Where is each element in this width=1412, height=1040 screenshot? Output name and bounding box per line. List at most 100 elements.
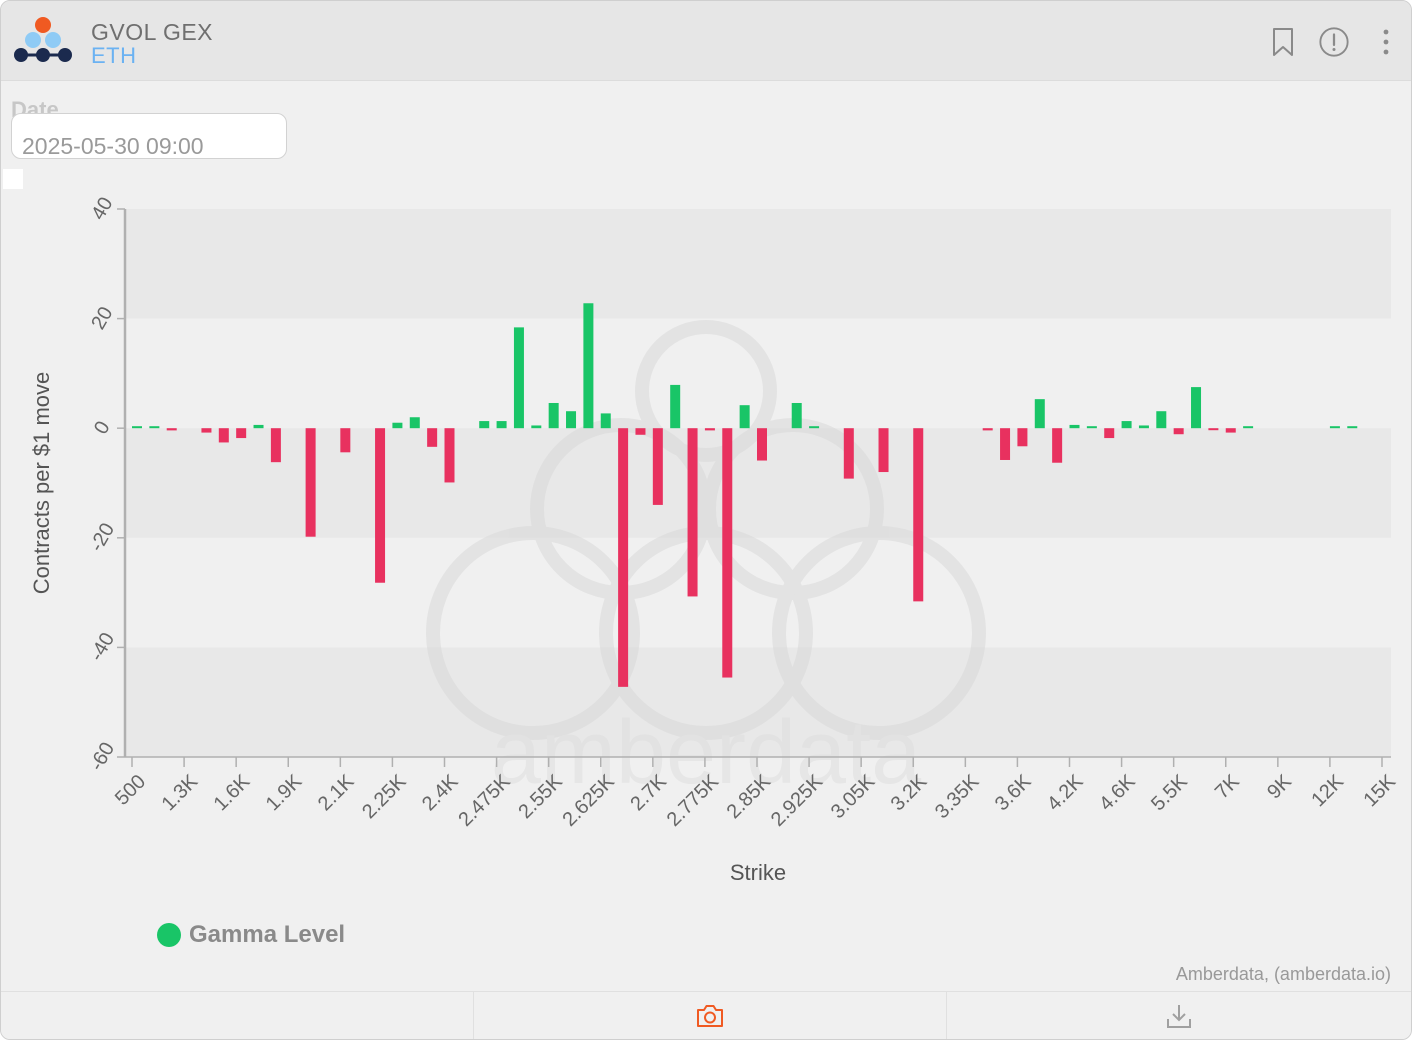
gamma-bar[interactable] bbox=[1173, 428, 1184, 435]
bookmark-button[interactable] bbox=[1267, 25, 1299, 59]
gamma-bar[interactable] bbox=[409, 417, 420, 429]
gamma-bar[interactable] bbox=[270, 428, 281, 463]
gamma-bar[interactable] bbox=[201, 428, 212, 433]
gamma-bar[interactable] bbox=[496, 421, 507, 429]
collapse-toggle[interactable] bbox=[3, 169, 23, 189]
asset-label: ETH bbox=[91, 43, 137, 68]
gamma-bar[interactable] bbox=[982, 428, 993, 431]
y-tick-label: 20 bbox=[87, 303, 117, 333]
gamma-bar[interactable] bbox=[1208, 428, 1219, 431]
gamma-bar[interactable] bbox=[427, 428, 438, 447]
x-tick-label: 2.25K bbox=[358, 770, 411, 823]
gamma-bar[interactable] bbox=[479, 421, 490, 429]
y-tick-label: -20 bbox=[86, 519, 120, 555]
gamma-bar[interactable] bbox=[566, 411, 577, 429]
gamma-bar[interactable] bbox=[444, 428, 455, 483]
watermark-text: amberdata bbox=[491, 703, 922, 803]
x-tick-label: 9K bbox=[1263, 770, 1296, 803]
gamma-bar[interactable] bbox=[704, 428, 715, 431]
gamma-bar[interactable] bbox=[1138, 425, 1149, 429]
gamma-bar[interactable] bbox=[218, 428, 229, 443]
date-input[interactable] bbox=[11, 113, 287, 159]
gamma-bar[interactable] bbox=[1086, 426, 1097, 429]
gamma-bar[interactable] bbox=[1156, 411, 1167, 429]
gamma-bar[interactable] bbox=[531, 425, 542, 429]
gamma-bar[interactable] bbox=[1347, 426, 1358, 429]
y-tick-label: 40 bbox=[87, 194, 117, 224]
gamma-bar[interactable] bbox=[757, 428, 767, 461]
gamma-bar[interactable] bbox=[1052, 428, 1063, 463]
gamma-bar[interactable] bbox=[670, 384, 681, 429]
x-tick-label: 7K bbox=[1211, 770, 1244, 803]
chart-credits[interactable]: Amberdata, (amberdata.io) bbox=[1175, 964, 1391, 984]
watermark-logo-icon: amberdata bbox=[426, 320, 986, 803]
gamma-bar[interactable] bbox=[340, 428, 351, 453]
footer-toolbar bbox=[1, 991, 1411, 1039]
gamma-bar[interactable] bbox=[1069, 424, 1080, 429]
x-tick-label: 4.2K bbox=[1043, 770, 1088, 815]
x-axis-label: Strike bbox=[730, 860, 786, 885]
x-tick-label: 4.6K bbox=[1095, 770, 1140, 815]
x-tick-label: 1.3K bbox=[158, 770, 203, 815]
gamma-bar[interactable] bbox=[392, 422, 403, 429]
gamma-bar[interactable] bbox=[253, 424, 264, 429]
gamma-bar[interactable] bbox=[791, 402, 802, 429]
x-tick-label: 1.9K bbox=[262, 770, 307, 815]
gamma-bar[interactable] bbox=[809, 426, 820, 429]
amberdata-logo-icon bbox=[14, 17, 72, 62]
gamma-bar[interactable] bbox=[913, 428, 924, 602]
gamma-bar[interactable] bbox=[149, 426, 160, 429]
gamma-bar[interactable] bbox=[722, 428, 733, 678]
more-options-button[interactable] bbox=[1370, 25, 1402, 59]
download-button[interactable] bbox=[947, 992, 1411, 1039]
gamma-bar[interactable] bbox=[548, 402, 559, 429]
gamma-bar[interactable] bbox=[1017, 428, 1028, 447]
x-tick-label: 15K bbox=[1359, 770, 1400, 811]
x-tick-label: 1.6K bbox=[210, 770, 255, 815]
camera-icon bbox=[697, 1005, 723, 1027]
gamma-bar[interactable] bbox=[1121, 421, 1132, 429]
chart-bars bbox=[132, 303, 1358, 687]
y-tick-label: 0 bbox=[90, 418, 115, 439]
info-button[interactable] bbox=[1318, 25, 1350, 59]
chart-legend[interactable]: Gamma Level bbox=[157, 921, 345, 949]
gamma-bar[interactable] bbox=[1225, 428, 1236, 433]
y-tick-label: -40 bbox=[86, 629, 120, 665]
gamma-bar[interactable] bbox=[1329, 426, 1340, 429]
gamma-bar[interactable] bbox=[1243, 426, 1254, 429]
x-tick-label: 3.6K bbox=[991, 770, 1036, 815]
y-axis-label: Contracts per $1 move bbox=[29, 372, 54, 595]
gamma-bar[interactable] bbox=[375, 428, 386, 583]
gamma-bar[interactable] bbox=[739, 405, 750, 429]
gamma-bar[interactable] bbox=[843, 428, 854, 479]
gamma-bar[interactable] bbox=[1000, 428, 1011, 460]
gamma-bar[interactable] bbox=[1104, 428, 1115, 439]
gamma-bar[interactable] bbox=[1191, 387, 1202, 429]
gamma-bar[interactable] bbox=[513, 327, 524, 429]
gamma-bar[interactable] bbox=[236, 428, 247, 439]
footer-cell-empty bbox=[1, 992, 474, 1039]
x-tick-label: 2.4K bbox=[418, 770, 463, 815]
x-tick-label: 500 bbox=[111, 771, 150, 810]
screenshot-button[interactable] bbox=[474, 992, 947, 1039]
gamma-bar[interactable] bbox=[635, 428, 646, 435]
chart-axes bbox=[123, 209, 1391, 758]
info-icon bbox=[1319, 27, 1349, 57]
gamma-bar[interactable] bbox=[878, 428, 889, 473]
gamma-bar[interactable] bbox=[618, 428, 629, 687]
plot-band bbox=[125, 209, 1391, 319]
gamma-bar[interactable] bbox=[1034, 399, 1045, 429]
gamma-bar[interactable] bbox=[166, 428, 177, 431]
gamma-bar[interactable] bbox=[652, 428, 663, 505]
gamma-bar[interactable] bbox=[583, 303, 594, 429]
x-tick-label: 3.35K bbox=[931, 770, 984, 823]
header-bar: GVOL GEX ETH bbox=[1, 1, 1411, 81]
gamma-bar[interactable] bbox=[687, 428, 698, 597]
gamma-bar[interactable] bbox=[600, 413, 611, 429]
gamma-bar[interactable] bbox=[305, 428, 316, 537]
plot-band bbox=[125, 318, 1391, 429]
x-tick-label: 12K bbox=[1307, 770, 1348, 811]
gamma-bar[interactable] bbox=[132, 426, 142, 429]
plot-band bbox=[125, 647, 1391, 757]
